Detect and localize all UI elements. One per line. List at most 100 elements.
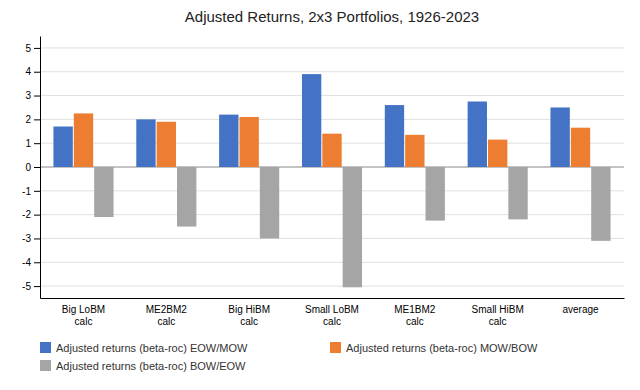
bar <box>302 74 321 167</box>
bar <box>468 102 487 168</box>
y-tick: 5 <box>25 43 40 54</box>
grid-line <box>40 119 624 120</box>
y-tick: 4 <box>25 66 40 77</box>
grid-line <box>40 214 624 215</box>
y-tick-label: 1 <box>25 138 31 149</box>
x-tick-label: ME1BM2calc <box>394 304 436 327</box>
y-tick-mark <box>34 238 40 239</box>
bar-series <box>53 74 569 167</box>
y-tick-label: -1 <box>22 186 31 197</box>
y-tick: -2 <box>22 209 40 220</box>
x-axis-line <box>41 298 625 299</box>
x-tick-label-line: Big LoBM <box>62 304 105 315</box>
y-tick-mark <box>34 143 40 144</box>
bar <box>74 113 93 167</box>
y-tick-mark <box>34 48 40 49</box>
y-tick: -4 <box>22 257 40 268</box>
bar <box>136 119 155 167</box>
y-tick-mark <box>34 286 40 287</box>
x-tick-label-line: Big HiBM <box>228 304 270 315</box>
bar <box>157 122 176 167</box>
y-tick-label: 5 <box>25 43 31 54</box>
x-tick: Big LoBMcalc <box>62 304 105 327</box>
y-tick: -5 <box>22 281 40 292</box>
grid-line <box>40 47 624 48</box>
bar <box>508 167 527 219</box>
y-tick-mark <box>34 72 40 73</box>
grid-line <box>40 238 624 239</box>
x-tick: ME1BM2calc <box>394 304 436 327</box>
x-axis: Big LoBMcalcME2BM2calcBig HiBMcalcSmall … <box>41 299 625 327</box>
legend-item: Adjusted returns (beta-roc) EOW/MOW <box>40 342 248 354</box>
x-tick-label-line: Small HiBM <box>472 304 524 315</box>
chart-svg: -5-4-3-2-1012345Big LoBMcalcME2BM2calcBi… <box>0 0 640 390</box>
bar-series <box>94 167 610 287</box>
grid <box>40 48 624 286</box>
x-tick-label: Big HiBMcalc <box>228 304 270 327</box>
y-tick-mark <box>34 96 40 97</box>
bar <box>94 167 113 217</box>
x-tick: ME2BM2calc <box>146 304 188 327</box>
x-tick-label: average <box>562 304 599 315</box>
y-tick-label: -4 <box>22 257 31 268</box>
y-axis-line <box>40 37 41 299</box>
y-tick-label: -2 <box>22 209 31 220</box>
legend-swatch <box>40 342 51 353</box>
y-tick-label: 0 <box>25 162 31 173</box>
bar <box>426 167 445 221</box>
y-tick: 2 <box>25 114 40 125</box>
x-tick-label: Big LoBMcalc <box>62 304 105 327</box>
y-tick-mark <box>34 167 40 168</box>
grid-line <box>40 286 624 287</box>
bar <box>177 167 196 227</box>
bar <box>550 107 569 167</box>
y-tick: -3 <box>22 233 40 244</box>
bars <box>53 74 610 287</box>
legend-item: Adjusted returns (beta-roc) MOW/BOW <box>330 342 538 354</box>
y-tick: 0 <box>25 162 40 173</box>
x-tick: Big HiBMcalc <box>228 304 270 327</box>
y-tick-label: 3 <box>25 90 31 101</box>
grid-line <box>40 262 624 263</box>
bar-series <box>74 113 590 167</box>
bar <box>260 167 279 238</box>
x-tick-label-line: ME2BM2 <box>146 304 188 315</box>
y-tick-mark <box>34 262 40 263</box>
bar <box>219 115 238 167</box>
legend-label: Adjusted returns (beta-roc) EOW/MOW <box>56 342 248 354</box>
bar <box>239 117 258 167</box>
bar <box>53 127 72 167</box>
grid-line <box>40 190 624 191</box>
x-tick-label-line: calc <box>489 316 507 327</box>
plot-area: -5-4-3-2-1012345Big LoBMcalcME2BM2calcBi… <box>22 37 624 327</box>
x-tick-label: ME2BM2calc <box>146 304 188 327</box>
x-tick: Small HiBMcalc <box>472 304 524 327</box>
bar <box>488 140 507 167</box>
title: Adjusted Returns, 2x3 Portfolios, 1926-2… <box>185 8 479 25</box>
y-tick-label: 2 <box>25 114 31 125</box>
y-tick: -1 <box>22 186 40 197</box>
bar <box>591 167 610 241</box>
x-tick: Small LoBMcalc <box>305 304 359 327</box>
x-tick-label: Small HiBMcalc <box>472 304 524 327</box>
y-tick-label: -5 <box>22 281 31 292</box>
y-tick-mark <box>34 191 40 192</box>
chart-container: -5-4-3-2-1012345Big LoBMcalcME2BM2calcBi… <box>0 0 640 390</box>
x-tick-label-line: calc <box>75 316 93 327</box>
x-tick: average <box>562 304 599 315</box>
x-tick-label: Small LoBMcalc <box>305 304 359 327</box>
legend-label: Adjusted returns (beta-roc) MOW/BOW <box>346 342 538 354</box>
legend-label: Adjusted returns (beta-roc) BOW/EOW <box>56 360 246 372</box>
y-tick-label: -3 <box>22 233 31 244</box>
grid-line <box>40 71 624 72</box>
legend: Adjusted returns (beta-roc) EOW/MOW Adjus… <box>40 342 538 372</box>
legend-item: Adjusted returns (beta-roc) BOW/EOW <box>40 360 246 372</box>
y-tick-mark <box>34 215 40 216</box>
x-tick-label-line: calc <box>240 316 258 327</box>
legend-swatch <box>40 360 51 371</box>
legend-swatch <box>330 342 341 353</box>
bar <box>322 134 341 167</box>
bar <box>385 105 404 167</box>
y-tick-label: 4 <box>25 66 31 77</box>
y-tick: 3 <box>25 90 40 101</box>
